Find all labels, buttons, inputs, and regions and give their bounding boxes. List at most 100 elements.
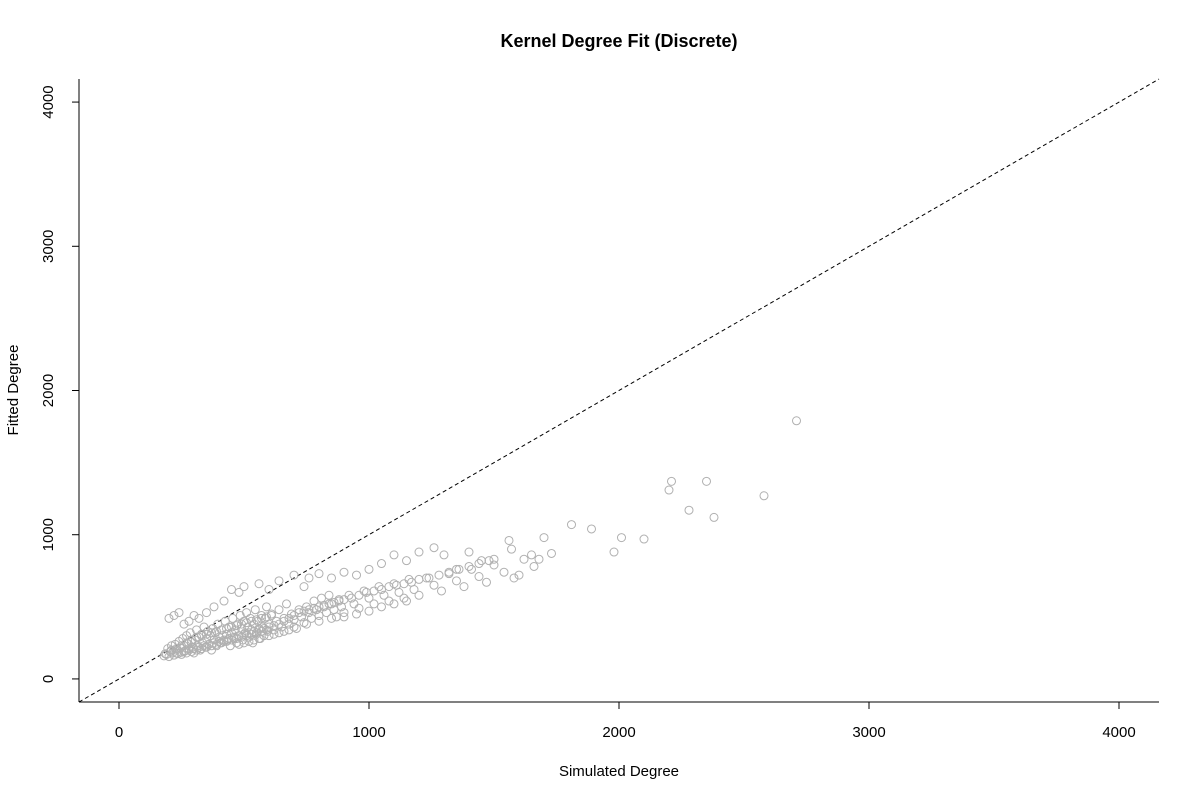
data-point [364, 593, 374, 603]
data-point [474, 559, 484, 569]
data-point [284, 613, 294, 623]
data-point [267, 610, 276, 620]
data-point [617, 533, 626, 543]
data-point [164, 613, 174, 623]
data-point [327, 613, 336, 623]
axes: 0 1000 2000 3000 4000 0 1000 2000 3000 4000 [40, 79, 1159, 741]
data-point [452, 576, 461, 586]
data-point [159, 651, 169, 661]
data-point [184, 616, 194, 626]
data-point [529, 561, 539, 571]
data-point [327, 573, 336, 583]
data-point [212, 639, 221, 649]
data-point [307, 613, 316, 623]
data-point [332, 612, 341, 622]
x-tick-label: 1000 [352, 724, 385, 741]
data-point [414, 574, 424, 584]
y-tick-label: 2000 [40, 374, 57, 407]
data-point [169, 610, 179, 620]
data-point [314, 616, 324, 626]
data-point [217, 625, 226, 635]
data-point [684, 505, 694, 515]
data-point [347, 593, 356, 603]
data-point [194, 613, 204, 623]
x-tick-label: 3000 [852, 724, 885, 741]
data-point [232, 621, 241, 631]
data-point [464, 547, 474, 557]
data-point [587, 524, 596, 534]
data-point [364, 564, 374, 574]
x-tick-label: 0 [115, 724, 123, 741]
data-point [352, 570, 361, 580]
data-point [384, 596, 394, 606]
data-point [192, 645, 201, 655]
data-point [249, 635, 259, 645]
data-point [234, 639, 244, 649]
data-point [702, 476, 711, 486]
y-axis-label: Fitted Degree [5, 345, 22, 436]
data-point [282, 599, 291, 609]
data-point [299, 582, 309, 592]
data-point [264, 585, 274, 595]
data-point [314, 602, 324, 612]
data-point [262, 625, 271, 635]
data-point [509, 573, 519, 583]
data-point [664, 485, 674, 495]
data-point [257, 613, 266, 623]
data-point [202, 608, 211, 618]
data-point [514, 570, 524, 580]
data-point [232, 634, 241, 644]
data-point [329, 597, 339, 607]
data-point [539, 533, 549, 543]
data-point [527, 550, 536, 560]
reference-line [78, 78, 1160, 703]
data-point [567, 520, 576, 530]
data-point [339, 567, 349, 577]
data-point [239, 582, 249, 592]
data-point [219, 596, 229, 606]
data-point [399, 579, 409, 589]
data-point [452, 564, 461, 574]
data-point [414, 547, 424, 557]
data-point [429, 543, 439, 553]
data-point [709, 512, 719, 522]
data-point [609, 547, 619, 557]
data-point [289, 610, 299, 620]
data-point [217, 638, 226, 648]
data-point [223, 635, 233, 645]
data-point [212, 626, 221, 636]
data-point [339, 612, 349, 622]
data-point [174, 608, 184, 618]
data-point [424, 573, 434, 583]
data-point [264, 631, 274, 641]
data-point [177, 649, 186, 659]
data-point [534, 554, 544, 564]
data-point [177, 641, 186, 651]
data-point [489, 554, 499, 564]
data-point [444, 567, 454, 577]
data-point [334, 596, 344, 606]
data-point [402, 596, 411, 606]
data-point [389, 550, 399, 560]
data-point [244, 636, 254, 646]
data-point [187, 647, 196, 657]
y-tick-label: 4000 [40, 85, 57, 118]
data-point [467, 564, 476, 574]
data-point [207, 628, 216, 638]
data-point [339, 595, 349, 605]
data-point [304, 573, 314, 583]
x-tick-label: 4000 [1102, 724, 1135, 741]
data-point [254, 579, 264, 589]
data-point [667, 476, 676, 486]
data-point [407, 577, 416, 587]
data-point [364, 606, 374, 616]
data-point [234, 587, 244, 597]
data-point [242, 618, 251, 628]
data-point [507, 544, 516, 554]
data-point [202, 642, 211, 652]
data-point [324, 599, 334, 609]
data-point [392, 580, 401, 590]
data-point [252, 615, 261, 625]
data-point [262, 602, 271, 612]
points-layer [159, 416, 801, 662]
